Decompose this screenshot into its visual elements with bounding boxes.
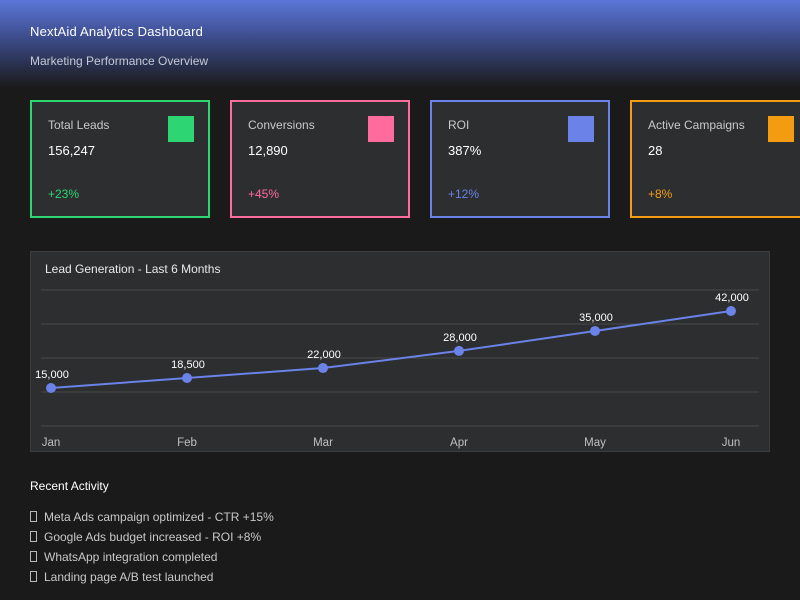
svg-text:22,000: 22,000 bbox=[307, 349, 341, 361]
svg-text:35,000: 35,000 bbox=[579, 312, 613, 324]
lead-generation-chart-panel: Lead Generation - Last 6 Months 15,000 Ja… bbox=[30, 251, 770, 452]
kpi-label: ROI bbox=[448, 118, 470, 132]
kpi-value: 12,890 bbox=[248, 143, 288, 158]
svg-text:Apr: Apr bbox=[450, 437, 468, 449]
recent-activity-section: Recent Activity Meta Ads campaign optimi… bbox=[30, 479, 274, 587]
activity-list-item: Landing page A/B test launched bbox=[30, 567, 274, 587]
activity-item-text: WhatsApp integration completed bbox=[44, 550, 218, 564]
kpi-card-active-campaigns: Active Campaigns 28 +8% bbox=[630, 100, 800, 218]
activity-item-text: Meta Ads campaign optimized - CTR +15% bbox=[44, 510, 274, 524]
kpi-accent-square-icon bbox=[768, 116, 794, 142]
svg-text:18,500: 18,500 bbox=[171, 359, 205, 371]
kpi-accent-square-icon bbox=[368, 116, 394, 142]
kpi-label: Total Leads bbox=[48, 118, 110, 132]
activity-list-item: Meta Ads campaign optimized - CTR +15% bbox=[30, 507, 274, 527]
kpi-delta-badge: +23% bbox=[48, 187, 80, 201]
missing-glyph-bullet-icon bbox=[30, 531, 37, 542]
svg-text:42,000: 42,000 bbox=[715, 292, 749, 304]
svg-text:Mar: Mar bbox=[313, 437, 333, 449]
kpi-value: 387% bbox=[448, 143, 482, 158]
lead-generation-line-chart: 15,000 Jan 18,500 Feb 22,000 Mar 28,000 Apr 35,0… bbox=[35, 289, 759, 449]
kpi-delta-badge: +12% bbox=[448, 187, 480, 201]
activity-list-item: WhatsApp integration completed bbox=[30, 547, 274, 567]
kpi-label: Conversions bbox=[248, 118, 315, 132]
svg-text:May: May bbox=[584, 437, 606, 449]
app-title: NextAid Analytics Dashboard bbox=[30, 24, 204, 39]
activity-list-item: Google Ads budget increased - ROI +8% bbox=[30, 527, 274, 547]
header-banner: NextAid Analytics Dashboard Marketing Pe… bbox=[0, 0, 800, 88]
kpi-value: 156,247 bbox=[48, 143, 95, 158]
activity-item-text: Landing page A/B test launched bbox=[44, 570, 214, 584]
kpi-accent-square-icon bbox=[168, 116, 194, 142]
kpi-delta-badge: +45% bbox=[248, 187, 280, 201]
kpi-card-conversions: Conversions 12,890 +45% bbox=[230, 100, 410, 218]
activity-item-text: Google Ads budget increased - ROI +8% bbox=[44, 530, 262, 544]
page-subtitle: Marketing Performance Overview bbox=[30, 54, 209, 68]
kpi-card-roi: ROI 387% +12% bbox=[430, 100, 610, 218]
svg-text:Jun: Jun bbox=[722, 437, 741, 449]
recent-activity-heading: Recent Activity bbox=[30, 479, 109, 493]
kpi-label: Active Campaigns bbox=[648, 118, 745, 132]
kpi-accent-square-icon bbox=[568, 116, 594, 142]
missing-glyph-bullet-icon bbox=[30, 571, 37, 582]
chart-title: Lead Generation - Last 6 Months bbox=[45, 262, 221, 276]
missing-glyph-bullet-icon bbox=[30, 511, 37, 522]
svg-text:28,000: 28,000 bbox=[443, 332, 477, 344]
svg-text:Jan: Jan bbox=[42, 437, 61, 449]
svg-text:15,000: 15,000 bbox=[35, 369, 69, 381]
kpi-value: 28 bbox=[648, 143, 663, 158]
svg-text:Feb: Feb bbox=[177, 437, 197, 449]
missing-glyph-bullet-icon bbox=[30, 551, 37, 562]
kpi-card-total-leads: Total Leads 156,247 +23% bbox=[30, 100, 210, 218]
kpi-delta-badge: +8% bbox=[648, 187, 673, 201]
